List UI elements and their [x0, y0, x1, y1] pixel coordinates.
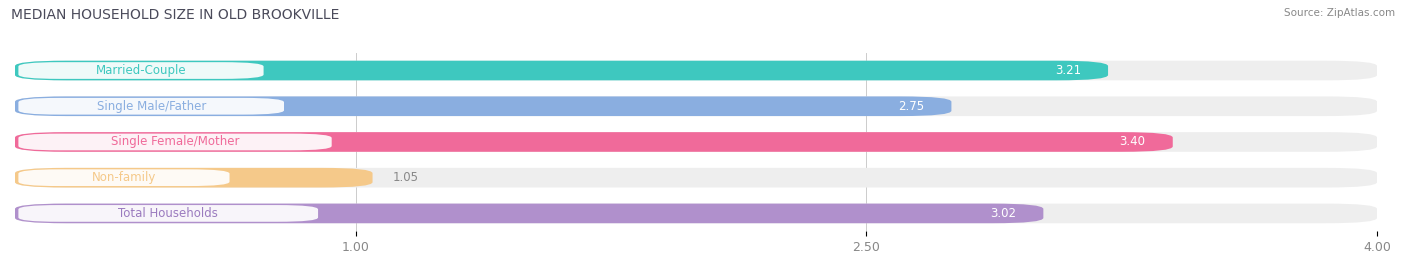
- FancyBboxPatch shape: [18, 134, 332, 150]
- Text: Total Households: Total Households: [118, 207, 218, 220]
- Text: Single Male/Father: Single Male/Father: [97, 100, 205, 113]
- FancyBboxPatch shape: [15, 204, 1376, 223]
- FancyBboxPatch shape: [18, 98, 284, 115]
- FancyBboxPatch shape: [15, 168, 373, 187]
- FancyBboxPatch shape: [18, 62, 263, 79]
- Text: Non-family: Non-family: [91, 171, 156, 184]
- FancyBboxPatch shape: [15, 132, 1173, 152]
- Text: 3.21: 3.21: [1054, 64, 1081, 77]
- FancyBboxPatch shape: [15, 168, 1376, 187]
- FancyBboxPatch shape: [15, 204, 1043, 223]
- FancyBboxPatch shape: [18, 169, 229, 186]
- FancyBboxPatch shape: [15, 61, 1108, 80]
- Text: MEDIAN HOUSEHOLD SIZE IN OLD BROOKVILLE: MEDIAN HOUSEHOLD SIZE IN OLD BROOKVILLE: [11, 8, 340, 22]
- FancyBboxPatch shape: [15, 96, 952, 116]
- Text: 3.40: 3.40: [1119, 136, 1146, 148]
- FancyBboxPatch shape: [18, 205, 318, 222]
- FancyBboxPatch shape: [15, 96, 1376, 116]
- Text: 1.05: 1.05: [392, 171, 419, 184]
- Text: 2.75: 2.75: [898, 100, 924, 113]
- FancyBboxPatch shape: [15, 61, 1376, 80]
- Text: Source: ZipAtlas.com: Source: ZipAtlas.com: [1284, 8, 1395, 18]
- Text: Single Female/Mother: Single Female/Mother: [111, 136, 239, 148]
- FancyBboxPatch shape: [15, 132, 1376, 152]
- Text: Married-Couple: Married-Couple: [96, 64, 187, 77]
- Text: 3.02: 3.02: [990, 207, 1017, 220]
